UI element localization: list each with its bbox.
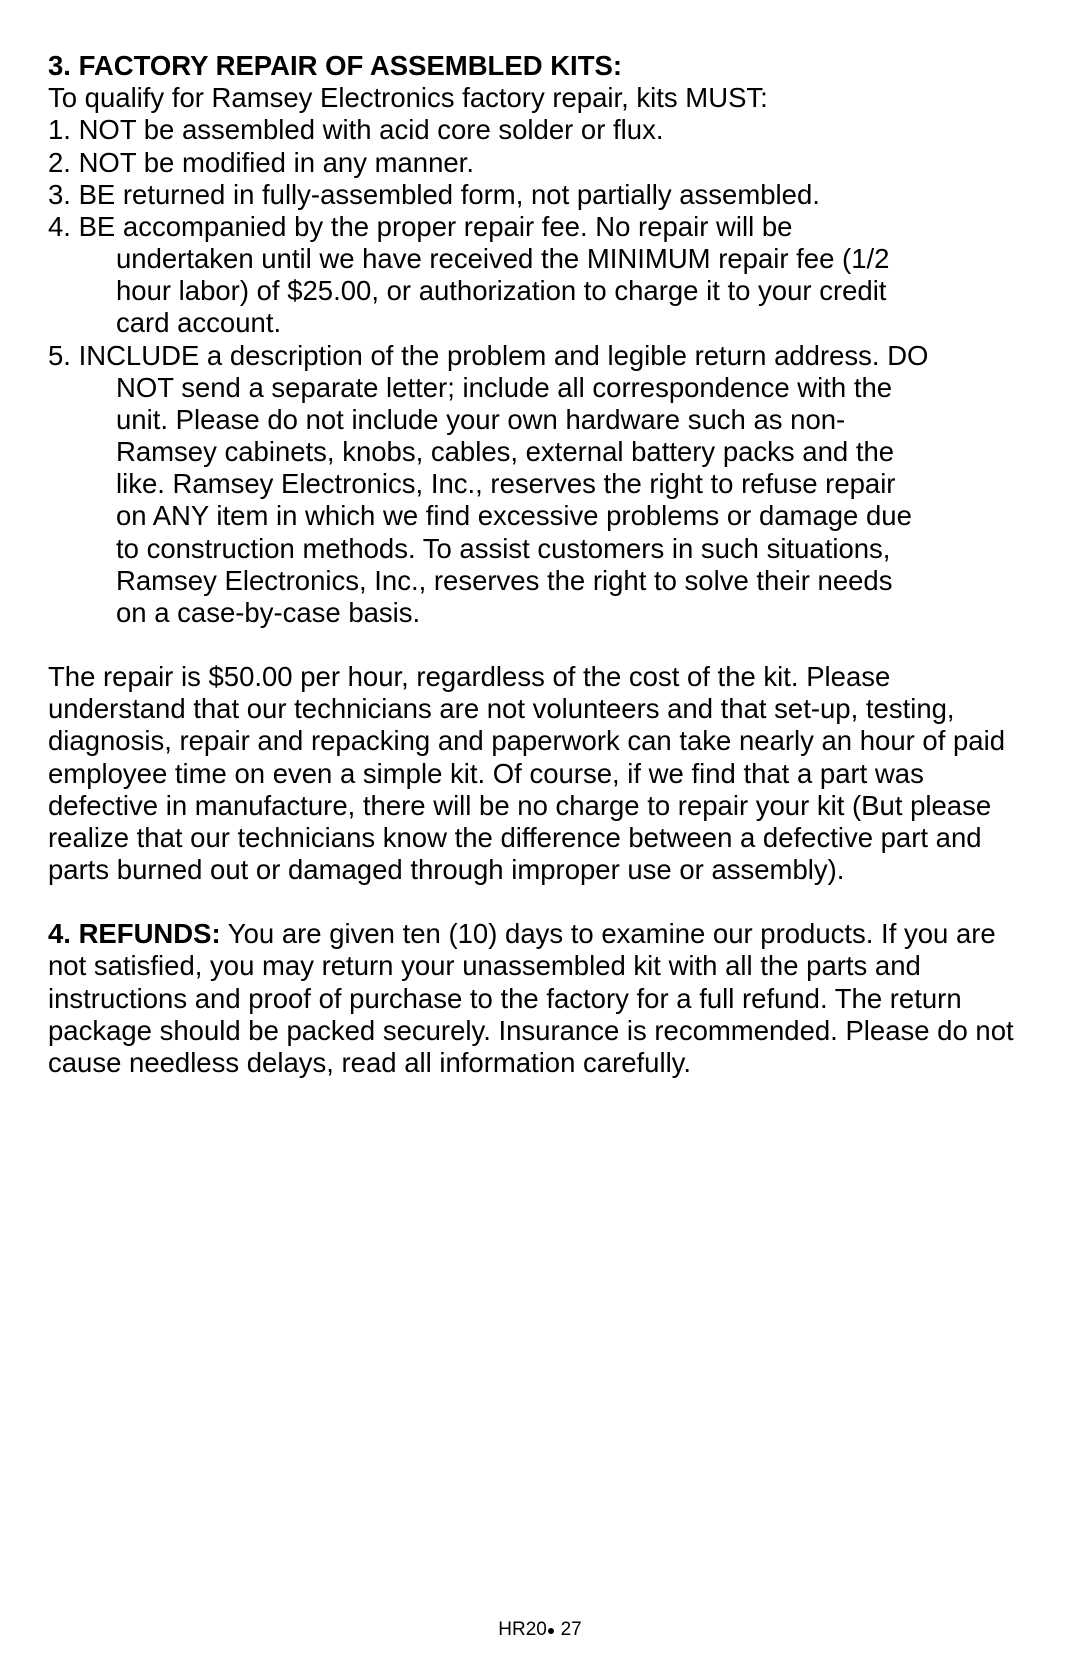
list-item-2: 2. NOT be modified in any manner. (48, 147, 1032, 179)
list-item-5-line7: to construction methods. To assist custo… (48, 533, 1032, 565)
list-item-5-line4: Ramsey cabinets, knobs, cables, external… (48, 436, 1032, 468)
section-3-heading-line: 3. FACTORY REPAIR OF ASSEMBLED KITS: (48, 50, 1032, 82)
spacer (48, 629, 1032, 661)
section-4: 4. REFUNDS: You are given ten (10) days … (48, 918, 1032, 1079)
repair-paragraph: The repair is $50.00 per hour, regardles… (48, 661, 1032, 886)
list-item-4-line4: card account. (48, 307, 1032, 339)
list-item-5-line1: 5. INCLUDE a description of the problem … (48, 340, 1032, 372)
list-item-4-line2: undertaken until we have received the MI… (48, 243, 1032, 275)
footer-doc: HR20 (498, 1619, 547, 1640)
list-item-4-line1: 4. BE accompanied by the proper repair f… (48, 211, 1032, 243)
list-item-5-line2: NOT send a separate letter; include all … (48, 372, 1032, 404)
page-footer: HR20● 27 (0, 1619, 1080, 1641)
list-item-4-line3: hour labor) of $25.00, or authorization … (48, 275, 1032, 307)
section-3: 3. FACTORY REPAIR OF ASSEMBLED KITS: To … (48, 50, 1032, 629)
list-item-3: 3. BE returned in fully-assembled form, … (48, 179, 1032, 211)
section-3-intro: To qualify for Ramsey Electronics factor… (48, 82, 1032, 114)
section-4-heading: 4. REFUNDS: (48, 918, 221, 949)
list-item-5-line8: Ramsey Electronics, Inc., reserves the r… (48, 565, 1032, 597)
list-item-5-line6: on ANY item in which we find excessive p… (48, 500, 1032, 532)
list-item-5-line3: unit. Please do not include your own har… (48, 404, 1032, 436)
list-item-1: 1. NOT be assembled with acid core solde… (48, 114, 1032, 146)
spacer (48, 886, 1032, 918)
list-item-5-line9: on a case-by-case basis. (48, 597, 1032, 629)
document-body: 3. FACTORY REPAIR OF ASSEMBLED KITS: To … (48, 50, 1032, 1079)
footer-page: 27 (555, 1619, 581, 1640)
list-item-5-line5: like. Ramsey Electronics, Inc., reserves… (48, 468, 1032, 500)
section-3-heading: 3. FACTORY REPAIR OF ASSEMBLED KITS: (48, 50, 622, 81)
